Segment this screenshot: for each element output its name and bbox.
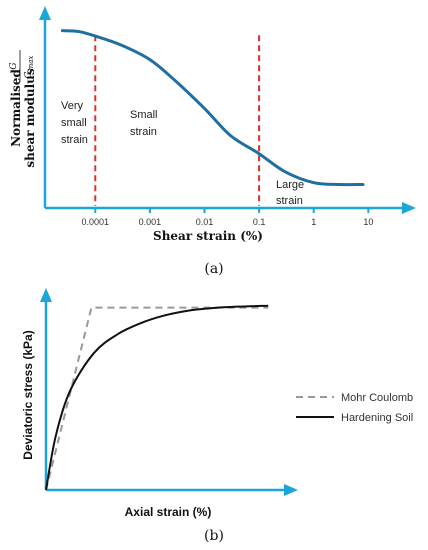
b-panel-label: (b) — [204, 528, 224, 544]
a-fraction-numerator: G — [9, 62, 19, 69]
a-region-label: strain — [276, 195, 303, 207]
b-y-axis-arrow — [40, 288, 52, 302]
a-x-tick-label: 0.1 — [253, 217, 266, 227]
a-x-tick-label: 0.001 — [139, 217, 162, 227]
a-y-label-line2: shear modulus — [23, 68, 37, 167]
a-series-line — [60, 29, 365, 187]
a-region-label: Very — [61, 100, 84, 112]
b-x-axis-label: Axial strain (%) — [125, 505, 212, 519]
a-x-axis-label: Shear strain (%) — [153, 229, 263, 243]
panel-b-stress-strain-chart: Mohr Coulomb Hardening Soil Axial strain… — [21, 288, 413, 544]
a-region-label: Small — [130, 109, 158, 121]
a-region-large: Large strain — [276, 179, 304, 207]
a-y-axis-label: Normalised shear modulus — [9, 68, 37, 167]
a-y-axis-arrow — [39, 6, 51, 20]
b-legend-label: Hardening Soil — [341, 412, 413, 424]
b-legend: Mohr Coulomb Hardening Soil — [296, 392, 413, 424]
a-region-label: strain — [130, 126, 157, 138]
a-x-tick-label: 1 — [311, 217, 316, 227]
b-x-axis-arrow — [284, 484, 298, 496]
b-series-line-mohr-coulomb — [45, 306, 269, 491]
a-x-axis-arrow — [402, 202, 416, 214]
a-x-tick-label: 0.01 — [196, 217, 214, 227]
a-region-small: Small strain — [130, 109, 158, 138]
a-x-tick-label: 10 — [363, 217, 373, 227]
a-x-tick-label: 0.0001 — [82, 217, 110, 227]
a-panel-label: (a) — [204, 261, 223, 277]
panel-a-shear-modulus-chart: 0.0001 0.001 0.01 0.1 1 10 Very small strain … — [9, 6, 416, 277]
a-fraction-denominator-sub: max — [27, 56, 35, 71]
b-legend-label: Mohr Coulomb — [341, 392, 413, 404]
a-fraction-denominator: G — [24, 71, 34, 78]
b-series-line-hardening-soil — [45, 304, 269, 491]
b-y-axis-label: Deviatoric stress (kPa) — [21, 330, 35, 459]
a-region-label: Large — [276, 179, 304, 191]
a-y-label-line1: Normalised — [9, 69, 23, 147]
a-y-label-fraction: G G max — [9, 50, 35, 82]
a-region-label: strain — [61, 134, 88, 146]
a-region-very-small: Very small strain — [61, 100, 88, 146]
a-region-label: small — [61, 117, 87, 129]
